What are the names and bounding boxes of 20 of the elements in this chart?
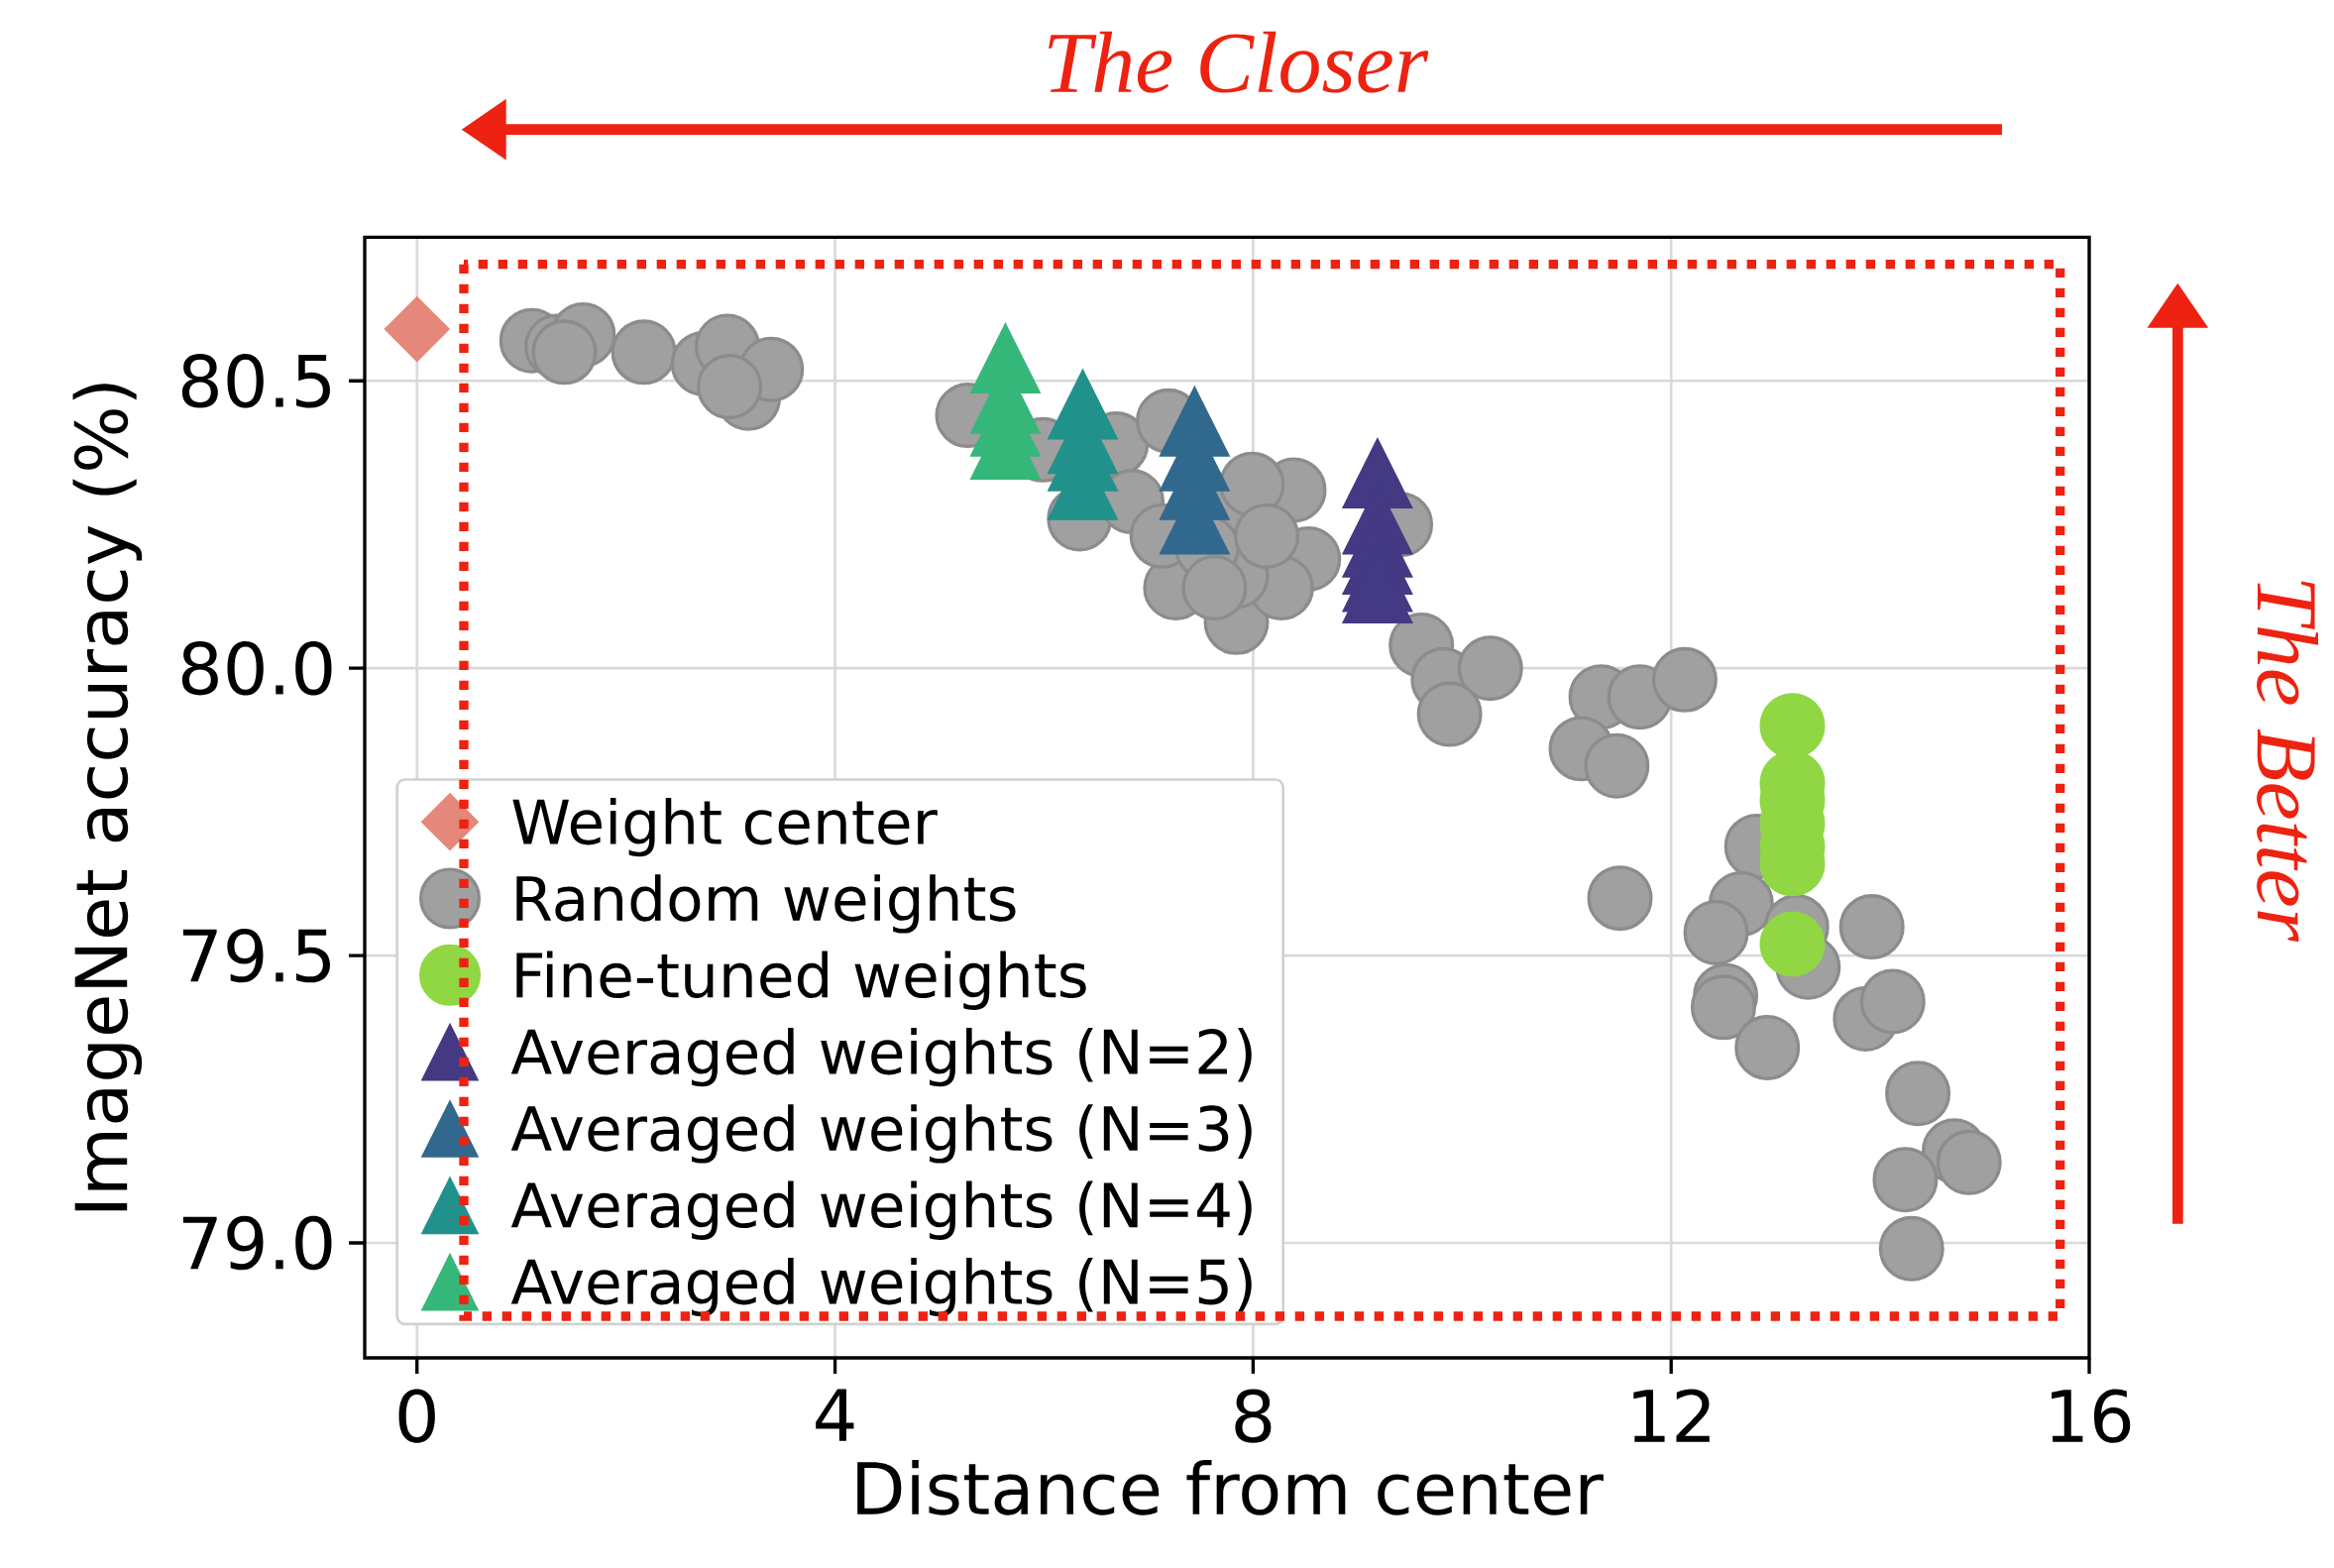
- x-tick-label: 12: [1633, 1389, 1710, 1442]
- y-tick-label: 79.0: [182, 1215, 332, 1271]
- x-tick-label: 16: [2052, 1389, 2131, 1443]
- legend-label: Averaged weights (N=4): [510, 1180, 1252, 1240]
- y-tick-label: 80.0: [181, 640, 332, 696]
- legend-label: Averaged weights (N=5): [510, 1257, 1252, 1317]
- text: The Closer: [1049, 31, 1429, 93]
- legend-label: Fine-tuned weights: [516, 951, 1086, 1010]
- legend-label: Weight center: [512, 797, 938, 857]
- y-tick-label: 79.5: [182, 928, 330, 983]
- y-tick-label: 80.5: [181, 354, 330, 408]
- x-tick-label: 4: [816, 1389, 854, 1441]
- y-axis-title: ImageNet accuracy (%): [72, 384, 143, 1211]
- legend-label: Averaged weights (N=2): [510, 1027, 1252, 1087]
- legend-label: Averaged weights (N=3): [510, 1104, 1252, 1164]
- legend-label: Random weights: [516, 874, 1016, 934]
- x-tick-label: 0: [398, 1389, 435, 1443]
- x-axis-title: Distance from center: [857, 1459, 1604, 1515]
- x-tick-label: 8: [1235, 1389, 1272, 1443]
- text: The Better: [2257, 581, 2318, 943]
